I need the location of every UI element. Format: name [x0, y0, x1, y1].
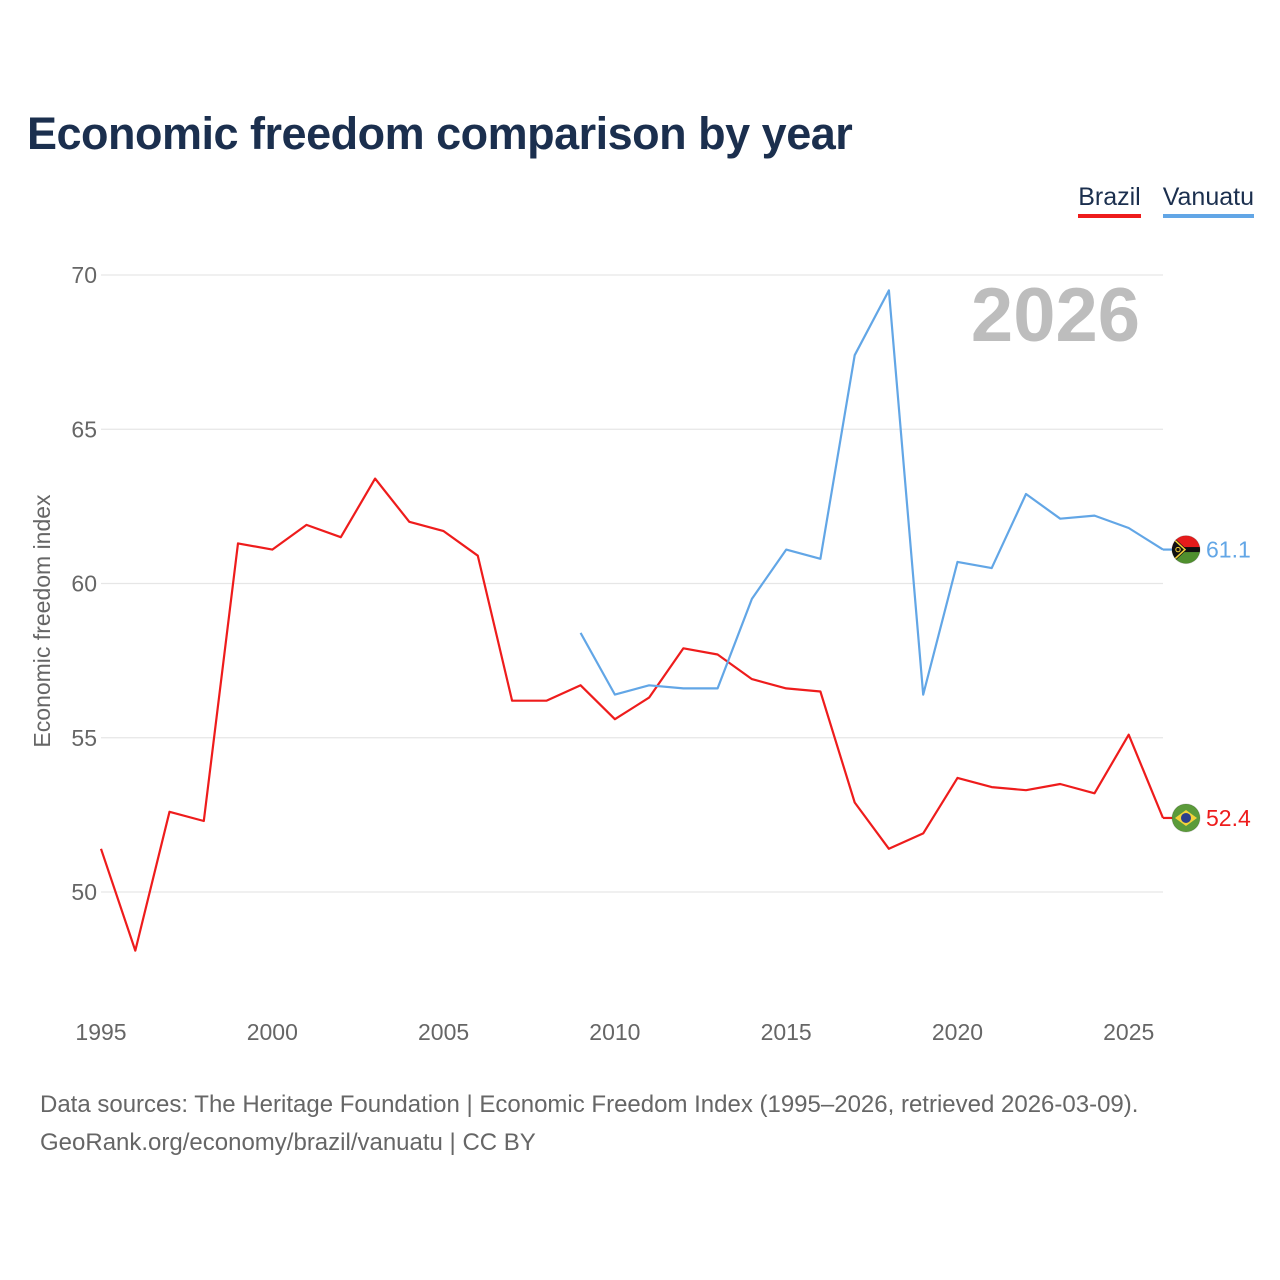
series-line-vanuatu[interactable] [579, 289, 1164, 696]
gridlines [101, 274, 1163, 893]
x-tick-label: 2025 [1103, 1019, 1154, 1045]
x-axis-ticks: 1995 2000 2005 2010 2015 2020 2025 [75, 1019, 1154, 1045]
x-tick-label: 2000 [247, 1019, 298, 1045]
x-tick-label: 1995 [75, 1019, 126, 1045]
end-value-label-vanuatu: 61.1 [1206, 537, 1251, 563]
y-axis-label: Economic freedom index [29, 494, 55, 748]
y-tick-label: 60 [71, 571, 97, 597]
series-lines [99, 289, 1175, 952]
y-tick-label: 70 [71, 262, 97, 288]
x-tick-label: 2005 [418, 1019, 469, 1045]
flag-icon-vanuatu [1171, 535, 1201, 565]
footer: Data sources: The Heritage Foundation | … [40, 1086, 1138, 1162]
footer-credit: GeoRank.org/economy/brazil/vanuatu | CC … [40, 1129, 536, 1156]
legend: Brazil Vanuatu [1078, 183, 1254, 218]
y-tick-label: 55 [71, 725, 97, 751]
y-tick-label: 65 [71, 416, 97, 442]
legend-item-brazil[interactable]: Brazil [1078, 183, 1141, 218]
y-axis-ticks: 50 55 60 65 70 [71, 262, 97, 905]
series-line-brazil[interactable] [99, 477, 1165, 952]
x-tick-label: 2015 [761, 1019, 812, 1045]
y-tick-label: 50 [71, 879, 97, 905]
footer-sources: Data sources: The Heritage Foundation | … [40, 1091, 1139, 1118]
legend-item-vanuatu[interactable]: Vanuatu [1162, 183, 1254, 218]
x-tick-label: 2020 [932, 1019, 983, 1045]
x-tick-label: 2010 [589, 1019, 640, 1045]
chart-title: Economic freedom comparison by year [27, 108, 853, 159]
flag-icon-brazil [1171, 803, 1201, 833]
end-value-label-brazil: 52.4 [1206, 805, 1251, 831]
year-watermark: 2026 [971, 273, 1140, 358]
end-markers: 52.4 61.1 [1171, 535, 1251, 833]
